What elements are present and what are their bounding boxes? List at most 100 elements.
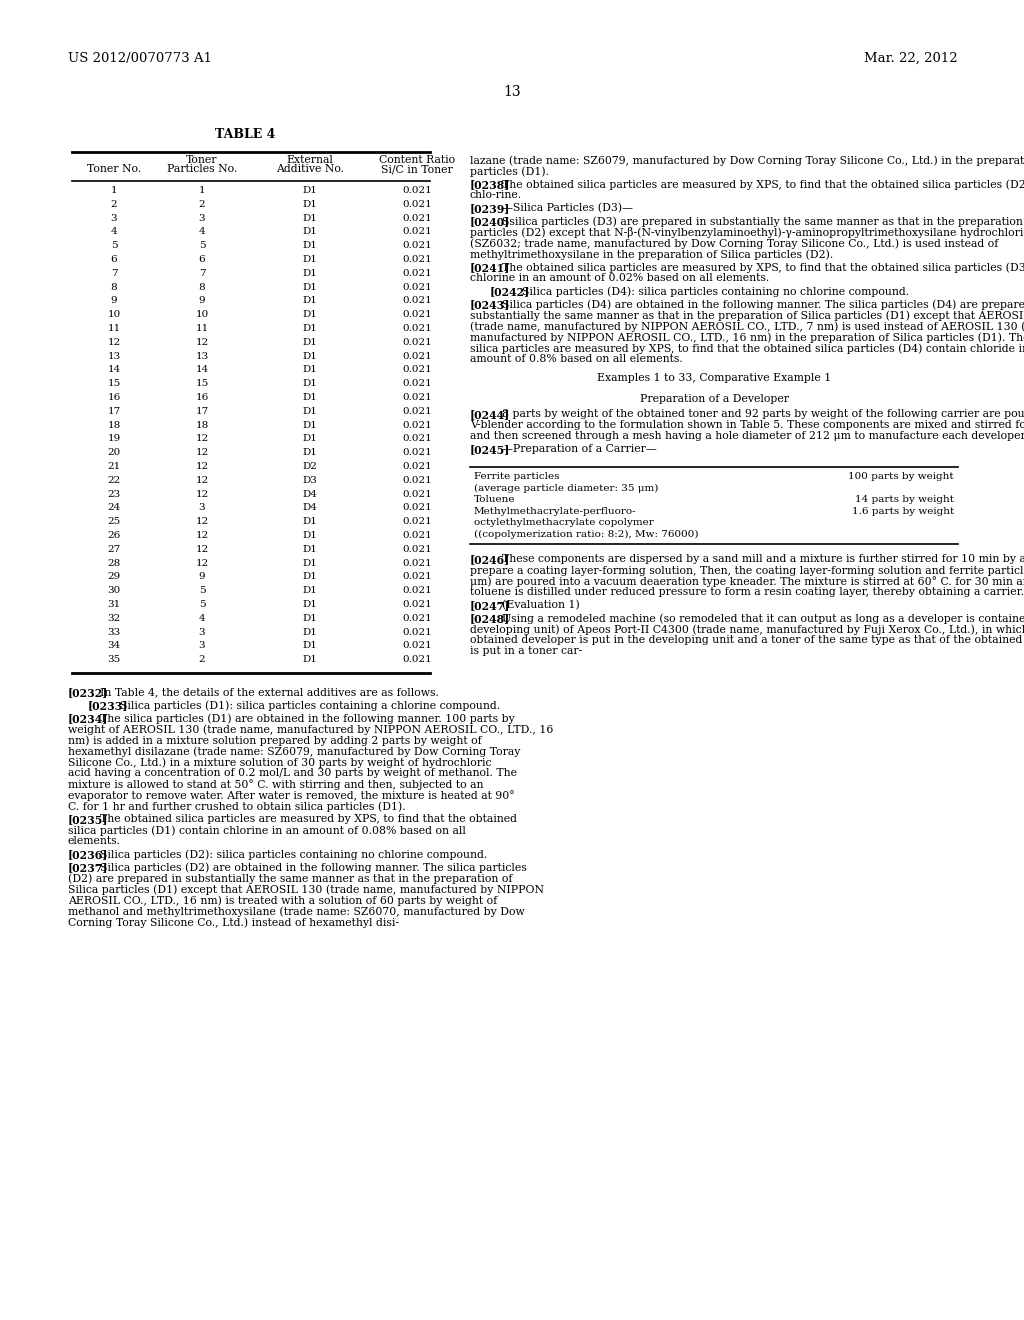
Text: Additive No.: Additive No. (276, 164, 344, 174)
Text: Si/C in Toner: Si/C in Toner (381, 164, 453, 174)
Text: Silica particles (D4) are obtained in the following manner. The silica particles: Silica particles (D4) are obtained in th… (502, 300, 1024, 310)
Text: Ferrite particles: Ferrite particles (474, 473, 559, 480)
Text: [0236]: [0236] (68, 849, 109, 861)
Text: D1: D1 (302, 269, 317, 277)
Text: is put in a toner car-: is put in a toner car- (470, 645, 583, 656)
Text: D1: D1 (302, 449, 317, 457)
Text: [0247]: [0247] (470, 601, 510, 611)
Text: 1.6 parts by weight: 1.6 parts by weight (852, 507, 954, 516)
Text: manufactured by NIPPON AEROSIL CO., LTD., 16 nm) in the preparation of Silica pa: manufactured by NIPPON AEROSIL CO., LTD.… (470, 333, 1024, 343)
Text: ((copolymerization ratio: 8:2), Mw: 76000): ((copolymerization ratio: 8:2), Mw: 7600… (474, 529, 698, 539)
Text: 1: 1 (111, 186, 118, 195)
Text: 0.021: 0.021 (402, 449, 432, 457)
Text: D1: D1 (302, 214, 317, 223)
Text: 0.021: 0.021 (402, 517, 432, 527)
Text: D1: D1 (302, 407, 317, 416)
Text: (Evaluation 1): (Evaluation 1) (502, 601, 580, 610)
Text: D1: D1 (302, 310, 317, 319)
Text: [0241]: [0241] (470, 261, 510, 273)
Text: 0.021: 0.021 (402, 421, 432, 429)
Text: 2: 2 (199, 655, 206, 664)
Text: D1: D1 (302, 255, 317, 264)
Text: These components are dispersed by a sand mill and a mixture is further stirred f: These components are dispersed by a sand… (502, 554, 1024, 564)
Text: 0.021: 0.021 (402, 434, 432, 444)
Text: D1: D1 (302, 199, 317, 209)
Text: Silica particles (D2): silica particles containing no chlorine compound.: Silica particles (D2): silica particles … (99, 849, 486, 859)
Text: 3: 3 (199, 627, 206, 636)
Text: 0.021: 0.021 (402, 586, 432, 595)
Text: The obtained silica particles are measured by XPS, to find that the obtained sil: The obtained silica particles are measur… (502, 261, 1024, 272)
Text: 16: 16 (196, 393, 209, 403)
Text: [0233]: [0233] (88, 700, 128, 711)
Text: 5: 5 (199, 586, 206, 595)
Text: Examples 1 to 33, Comparative Example 1: Examples 1 to 33, Comparative Example 1 (597, 374, 831, 383)
Text: 8: 8 (111, 282, 118, 292)
Text: 13: 13 (108, 351, 121, 360)
Text: [0246]: [0246] (470, 554, 510, 565)
Text: [0234]: [0234] (68, 713, 109, 723)
Text: 3: 3 (199, 642, 206, 651)
Text: 0.021: 0.021 (402, 227, 432, 236)
Text: D1: D1 (302, 282, 317, 292)
Text: 14 parts by weight: 14 parts by weight (855, 495, 954, 504)
Text: The silica particles (D1) are obtained in the following manner. 100 parts by: The silica particles (D1) are obtained i… (99, 713, 514, 723)
Text: 1: 1 (199, 186, 206, 195)
Text: [0245]: [0245] (470, 444, 510, 455)
Text: D1: D1 (302, 366, 317, 375)
Text: 12: 12 (196, 449, 209, 457)
Text: 0.021: 0.021 (402, 282, 432, 292)
Text: Preparation of a Developer: Preparation of a Developer (640, 393, 788, 404)
Text: 0.021: 0.021 (402, 503, 432, 512)
Text: D1: D1 (302, 545, 317, 554)
Text: Methylmethacrylate-perfluoro-: Methylmethacrylate-perfluoro- (474, 507, 637, 516)
Text: 4: 4 (199, 614, 206, 623)
Text: Silicone Co., Ltd.) in a mixture solution of 30 parts by weight of hydrochloric: Silicone Co., Ltd.) in a mixture solutio… (68, 756, 492, 767)
Text: The obtained silica particles are measured by XPS, to find that the obtained sil: The obtained silica particles are measur… (502, 180, 1024, 190)
Text: 0.021: 0.021 (402, 642, 432, 651)
Text: 4: 4 (111, 227, 118, 236)
Text: Toluene: Toluene (474, 495, 515, 504)
Text: 15: 15 (196, 379, 209, 388)
Text: 18: 18 (108, 421, 121, 429)
Text: 5: 5 (199, 242, 206, 251)
Text: D1: D1 (302, 434, 317, 444)
Text: Toner: Toner (186, 154, 218, 165)
Text: D4: D4 (302, 490, 317, 499)
Text: In Table 4, the details of the external additives are as follows.: In Table 4, the details of the external … (99, 686, 438, 697)
Text: 13: 13 (196, 351, 209, 360)
Text: 12: 12 (108, 338, 121, 347)
Text: 0.021: 0.021 (402, 351, 432, 360)
Text: 0.021: 0.021 (402, 297, 432, 305)
Text: 5: 5 (111, 242, 118, 251)
Text: 3: 3 (111, 214, 118, 223)
Text: Content Ratio: Content Ratio (379, 154, 455, 165)
Text: 3: 3 (199, 214, 206, 223)
Text: 0.021: 0.021 (402, 614, 432, 623)
Text: [0239]: [0239] (470, 203, 510, 214)
Text: particles (D2) except that N-β-(N-vinylbenzylaminoethyl)-γ-aminopropyltrimethoxy: particles (D2) except that N-β-(N-vinylb… (470, 227, 1024, 238)
Text: 21: 21 (108, 462, 121, 471)
Text: 17: 17 (108, 407, 121, 416)
Text: Mar. 22, 2012: Mar. 22, 2012 (864, 51, 958, 65)
Text: 12: 12 (196, 462, 209, 471)
Text: 0.021: 0.021 (402, 475, 432, 484)
Text: 9: 9 (111, 297, 118, 305)
Text: (average particle diameter: 35 μm): (average particle diameter: 35 μm) (474, 483, 658, 492)
Text: acid having a concentration of 0.2 mol/L and 30 parts by weight of methanol. The: acid having a concentration of 0.2 mol/L… (68, 768, 517, 777)
Text: 33: 33 (108, 627, 121, 636)
Text: 8: 8 (199, 282, 206, 292)
Text: 0.021: 0.021 (402, 338, 432, 347)
Text: 12: 12 (196, 475, 209, 484)
Text: —Silica Particles (D3)—: —Silica Particles (D3)— (502, 203, 633, 214)
Text: silica particles are measured by XPS, to find that the obtained silica particles: silica particles are measured by XPS, to… (470, 343, 1024, 354)
Text: 0.021: 0.021 (402, 393, 432, 403)
Text: 4: 4 (199, 227, 206, 236)
Text: 35: 35 (108, 655, 121, 664)
Text: [0244]: [0244] (470, 409, 510, 420)
Text: D1: D1 (302, 586, 317, 595)
Text: Using a remodeled machine (so remodeled that it can output as long as a develope: Using a remodeled machine (so remodeled … (502, 612, 1024, 623)
Text: Toner No.: Toner No. (87, 164, 141, 174)
Text: 11: 11 (108, 323, 121, 333)
Text: 14: 14 (196, 366, 209, 375)
Text: nm) is added in a mixture solution prepared by adding 2 parts by weight of: nm) is added in a mixture solution prepa… (68, 735, 481, 746)
